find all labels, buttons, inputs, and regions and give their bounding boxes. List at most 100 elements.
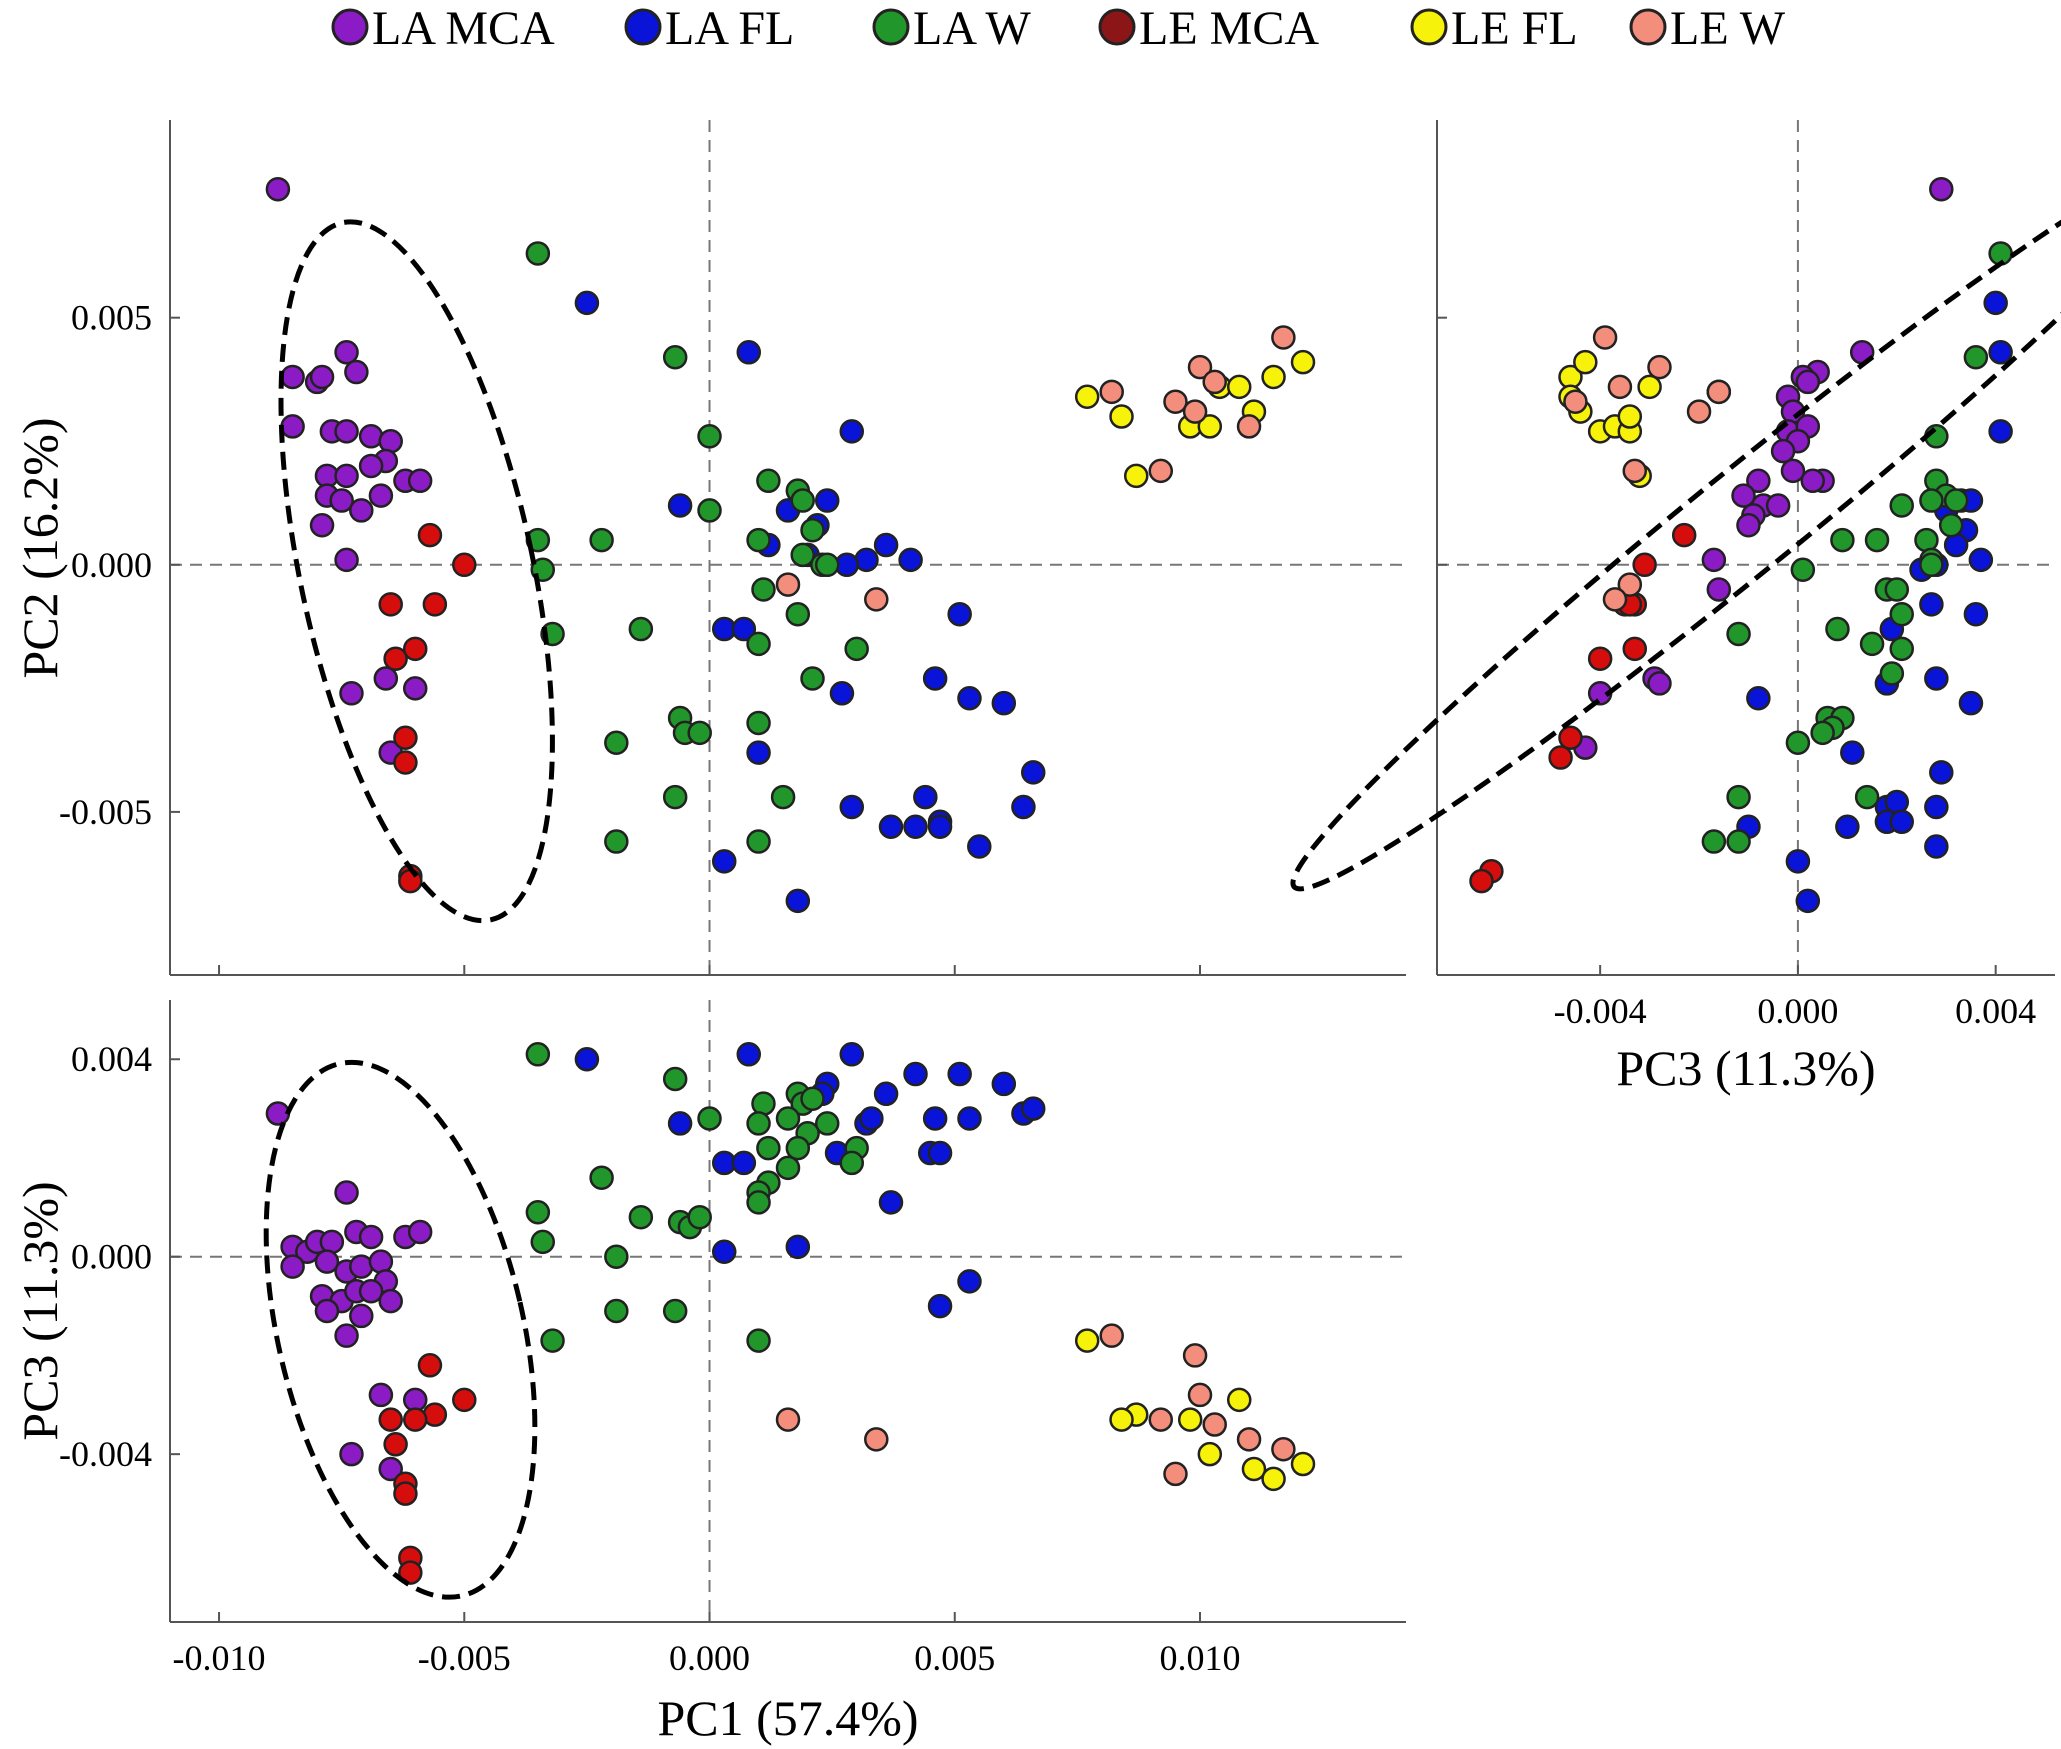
point-la-w	[525, 1200, 551, 1225]
x-tick-label: -0.004	[1554, 991, 1647, 1031]
point-la-fl	[873, 1081, 899, 1107]
point-la-mca	[329, 488, 354, 513]
point-la-w	[1914, 527, 1939, 553]
point-la-mca	[368, 1382, 394, 1408]
point-la-fl	[898, 547, 923, 573]
point-la-w	[1943, 488, 1969, 513]
point-la-fl	[1889, 809, 1914, 835]
point-la-mca	[407, 468, 433, 494]
point-la-mca	[280, 414, 305, 439]
point-la-mca	[334, 547, 359, 573]
point-le-w	[1602, 587, 1628, 612]
confidence-ellipse	[278, 219, 555, 924]
point-le-w	[1187, 1382, 1213, 1408]
point-le-w	[1706, 379, 1732, 405]
point-la-mca	[314, 1298, 340, 1324]
point-la-w	[525, 1042, 551, 1067]
x-axis-title: PC1 (57.4%)	[657, 1690, 918, 1746]
point-le-mca	[378, 1407, 403, 1432]
point-la-w	[1859, 631, 1885, 657]
point-la-w	[604, 1298, 629, 1324]
point-la-mca	[378, 1456, 403, 1482]
point-le-mca	[452, 552, 477, 578]
point-le-mca	[452, 1387, 477, 1413]
point-la-w	[628, 616, 654, 642]
point-la-w	[1879, 661, 1905, 686]
point-la-w	[662, 344, 688, 370]
legend-marker-le-fl	[1410, 8, 1448, 46]
point-la-w	[1785, 730, 1811, 755]
point-le-fl	[1617, 404, 1643, 429]
point-la-mca	[309, 364, 335, 390]
point-le-mca	[1558, 725, 1583, 751]
point-la-fl	[731, 1150, 757, 1176]
point-la-fl	[785, 1234, 811, 1260]
point-la-fl	[1919, 592, 1944, 617]
point-la-w	[775, 1106, 801, 1131]
point-le-w	[1099, 379, 1124, 405]
y-tick-label: 0.005	[71, 298, 152, 338]
point-la-w	[1919, 488, 1944, 513]
point-la-fl	[1924, 666, 1949, 691]
point-la-fl	[814, 488, 840, 513]
point-la-mca	[1706, 577, 1732, 602]
point-la-w	[589, 527, 614, 553]
y-tick-label: 0.000	[71, 545, 152, 585]
point-le-mca	[383, 646, 408, 671]
point-la-fl	[829, 681, 855, 706]
point-la-fl	[1943, 532, 1969, 558]
point-la-mca	[319, 1229, 345, 1255]
point-le-fl	[1226, 1387, 1252, 1413]
point-la-mca	[368, 1249, 394, 1274]
point-le-fl	[1197, 414, 1223, 439]
point-la-fl	[1785, 849, 1811, 874]
point-la-fl	[927, 1140, 953, 1166]
y-tick-label: 0.004	[71, 1039, 152, 1079]
point-la-fl	[991, 1071, 1017, 1097]
point-le-w	[1607, 374, 1633, 400]
point-la-fl	[878, 1190, 904, 1215]
point-la-fl	[1924, 834, 1949, 859]
point-le-mca	[417, 522, 443, 548]
point-la-fl	[1968, 547, 1994, 573]
point-la-mca	[1929, 176, 1954, 202]
point-le-fl	[1074, 1328, 1100, 1353]
point-la-fl	[957, 1269, 982, 1294]
point-la-mca	[1795, 369, 1821, 395]
point-la-fl	[839, 1042, 865, 1067]
panel-pc3-pc2: -0.004 0.000 0.004 PC3 (11.3%)	[1290, 120, 2061, 1096]
point-la-w	[687, 1204, 712, 1230]
point-la-mca	[402, 676, 428, 701]
legend-marker-le-mca	[1098, 8, 1136, 46]
x-tick-label: 0.005	[914, 1638, 995, 1678]
point-la-mca	[1736, 513, 1761, 538]
point-la-fl	[873, 532, 899, 558]
point-la-fl	[878, 814, 904, 839]
point-la-w	[1825, 616, 1850, 642]
point-la-fl	[711, 1239, 737, 1265]
point-la-fl	[1835, 814, 1860, 839]
legend-label-la-w: LA W	[913, 2, 1031, 55]
point-la-w	[839, 1150, 865, 1176]
point-le-w	[1202, 369, 1227, 395]
point-la-mca	[1780, 458, 1806, 484]
point-la-w	[746, 631, 771, 657]
y-tick-label: -0.005	[59, 792, 152, 832]
legend-label-le-fl: LE FL	[1451, 2, 1578, 55]
point-le-fl	[1637, 374, 1662, 400]
point-la-mca	[339, 681, 364, 706]
x-tick-label: -0.010	[173, 1638, 266, 1678]
point-le-w	[1563, 389, 1588, 414]
point-la-w	[1830, 527, 1855, 553]
point-le-mca	[393, 750, 418, 775]
point-la-fl	[667, 493, 693, 518]
confidence-ellipse	[1290, 154, 2061, 892]
point-le-w	[1163, 389, 1188, 414]
point-la-fl	[957, 685, 982, 711]
point-le-w	[1187, 354, 1213, 380]
point-la-mca	[1731, 483, 1756, 508]
legend-marker-le-w	[1629, 8, 1667, 46]
point-la-w	[775, 1155, 801, 1181]
point-la-fl	[839, 419, 865, 444]
